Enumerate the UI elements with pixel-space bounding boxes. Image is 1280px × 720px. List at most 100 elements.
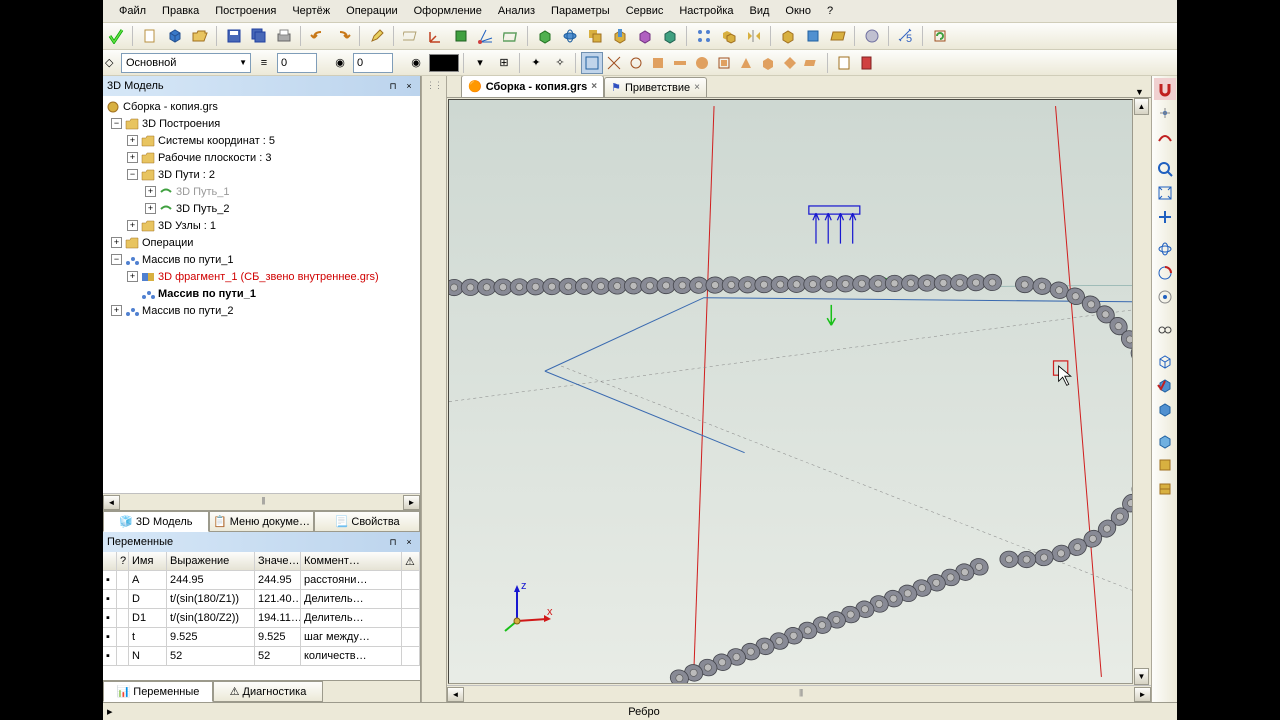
menu-help[interactable]: ? bbox=[819, 3, 841, 19]
tree-item[interactable]: +Операции bbox=[105, 234, 418, 251]
menu-ops[interactable]: Операции bbox=[338, 3, 405, 19]
boolean-icon[interactable] bbox=[584, 25, 606, 47]
vars-grid[interactable]: ? Имя Выражение Значе… Коммент… ⚠ ▪A244.… bbox=[103, 552, 420, 680]
shell-icon[interactable] bbox=[659, 25, 681, 47]
refresh-icon[interactable] bbox=[929, 25, 951, 47]
layer-stack-icon[interactable]: ≡ bbox=[253, 52, 275, 74]
new-icon[interactable] bbox=[139, 25, 161, 47]
body-icon[interactable] bbox=[777, 25, 799, 47]
select-mode-2[interactable] bbox=[603, 52, 625, 74]
select-mode-8[interactable] bbox=[735, 52, 757, 74]
flag-icon[interactable]: ▾ bbox=[469, 52, 491, 74]
tree-root[interactable]: Сборка - копия.grs bbox=[105, 98, 418, 115]
select-mode-4[interactable] bbox=[647, 52, 669, 74]
pin-icon[interactable]: ⊓ bbox=[386, 535, 400, 549]
tree-item[interactable]: +Массив по пути_2 bbox=[105, 302, 418, 319]
filter1-icon[interactable]: ✦ bbox=[525, 52, 547, 74]
redo-icon[interactable] bbox=[332, 25, 354, 47]
select-mode-11[interactable] bbox=[801, 52, 823, 74]
print-icon[interactable] bbox=[273, 25, 295, 47]
workplane-icon[interactable] bbox=[500, 25, 522, 47]
menu-draw[interactable]: Чертёж bbox=[284, 3, 338, 19]
paste-icon[interactable] bbox=[857, 52, 879, 74]
open-icon[interactable] bbox=[189, 25, 211, 47]
face-icon[interactable] bbox=[802, 25, 824, 47]
tabs-dropdown-icon[interactable]: ▼ bbox=[1135, 87, 1151, 97]
close-tab-icon[interactable]: × bbox=[591, 81, 597, 92]
menu-format[interactable]: Оформление bbox=[406, 3, 490, 19]
tree-item[interactable]: −3D Пути : 2 bbox=[105, 166, 418, 183]
vars-row[interactable]: ▪A244.95244.95расстояни… bbox=[103, 571, 420, 590]
menu-settings[interactable]: Настройка bbox=[671, 3, 741, 19]
viewport-hscroll[interactable]: ◄► bbox=[447, 685, 1151, 702]
viewport-vscroll[interactable]: ▲▼ bbox=[1134, 98, 1151, 685]
vars-row[interactable]: ▪t9.5259.525шаг между… bbox=[103, 628, 420, 647]
undo-icon[interactable] bbox=[307, 25, 329, 47]
tab-docmenu[interactable]: 📋Меню докуме… bbox=[209, 511, 315, 532]
iso-icon[interactable] bbox=[1154, 430, 1176, 452]
menu-view[interactable]: Вид bbox=[742, 3, 778, 19]
blend-icon[interactable] bbox=[634, 25, 656, 47]
tab-diagnostics[interactable]: ⚠Диагностика bbox=[213, 681, 323, 702]
zoom-icon[interactable] bbox=[1154, 158, 1176, 180]
tab-variables[interactable]: 📊Переменные bbox=[103, 681, 213, 702]
tree-item-selected[interactable]: Массив по пути_1 bbox=[105, 285, 418, 302]
edit-icon[interactable] bbox=[366, 25, 388, 47]
material-icon[interactable] bbox=[861, 25, 883, 47]
doctab-assembly[interactable]: 🟠 Сборка - копия.grs × bbox=[461, 76, 604, 97]
color-swatch[interactable] bbox=[429, 54, 459, 72]
select-mode-1[interactable] bbox=[581, 52, 603, 74]
tree-item[interactable]: +3D Узлы : 1 bbox=[105, 217, 418, 234]
splitter[interactable]: ⋮⋮ bbox=[421, 76, 447, 702]
3d-viewport[interactable]: z x bbox=[448, 99, 1133, 684]
sheet-icon[interactable] bbox=[827, 25, 849, 47]
plane-icon[interactable] bbox=[400, 25, 422, 47]
coord-icon[interactable] bbox=[425, 25, 447, 47]
clipboard-icon[interactable] bbox=[833, 52, 855, 74]
layer-num2[interactable] bbox=[353, 53, 393, 73]
snap-point-icon[interactable] bbox=[1154, 102, 1176, 124]
pan-icon[interactable] bbox=[1154, 206, 1176, 228]
tree-item[interactable]: −3D Построения bbox=[105, 115, 418, 132]
close-panel-icon[interactable]: × bbox=[402, 79, 416, 93]
top-icon[interactable] bbox=[1154, 478, 1176, 500]
tree-hscroll[interactable]: ◄► bbox=[103, 493, 420, 510]
menu-file[interactable]: Файл bbox=[111, 3, 154, 19]
select-mode-3[interactable] bbox=[625, 52, 647, 74]
tree-item[interactable]: +3D Путь_1 bbox=[105, 183, 418, 200]
layer-select[interactable]: Основной bbox=[121, 53, 251, 73]
mirror-icon[interactable] bbox=[743, 25, 765, 47]
save-icon[interactable] bbox=[223, 25, 245, 47]
measure-icon[interactable]: 5 bbox=[895, 25, 917, 47]
glasses-icon[interactable] bbox=[1154, 318, 1176, 340]
select-mode-10[interactable] bbox=[779, 52, 801, 74]
close-tab-icon[interactable]: × bbox=[694, 82, 700, 93]
close-panel-icon[interactable]: × bbox=[402, 535, 416, 549]
vars-row[interactable]: ▪D1t/(sin(180/Z2))194.11…Делитель… bbox=[103, 609, 420, 628]
select-mode-5[interactable] bbox=[669, 52, 691, 74]
fit-icon[interactable] bbox=[1154, 182, 1176, 204]
shaded-icon[interactable] bbox=[1154, 398, 1176, 420]
wireframe-icon[interactable] bbox=[1154, 350, 1176, 372]
layer-num1[interactable] bbox=[277, 53, 317, 73]
snap-mid-icon[interactable] bbox=[1154, 126, 1176, 148]
tree-item[interactable]: +Системы координат : 5 bbox=[105, 132, 418, 149]
orbit-icon[interactable] bbox=[1154, 262, 1176, 284]
extrude-icon[interactable] bbox=[534, 25, 556, 47]
array-icon[interactable] bbox=[693, 25, 715, 47]
accept-icon[interactable] bbox=[105, 25, 127, 47]
tree-icon[interactable]: ⊞ bbox=[493, 52, 515, 74]
shaded-check-icon[interactable] bbox=[1154, 374, 1176, 396]
menu-window[interactable]: Окно bbox=[777, 3, 819, 19]
select-mode-7[interactable] bbox=[713, 52, 735, 74]
menu-service[interactable]: Сервис bbox=[618, 3, 672, 19]
vars-row[interactable]: ▪Dt/(sin(180/Z1))121.40…Делитель… bbox=[103, 590, 420, 609]
tab-props[interactable]: 📃Свойства bbox=[314, 511, 420, 532]
tree-item[interactable]: −Массив по пути_1 bbox=[105, 251, 418, 268]
copy3d-icon[interactable] bbox=[718, 25, 740, 47]
view-icon[interactable] bbox=[1154, 286, 1176, 308]
layer-target-icon[interactable]: ◉ bbox=[329, 52, 351, 74]
axes-icon[interactable] bbox=[475, 25, 497, 47]
color-icon[interactable]: ◉ bbox=[405, 52, 427, 74]
tree-item[interactable]: +3D фрагмент_1 (СБ_звено внутреннее.grs) bbox=[105, 268, 418, 285]
